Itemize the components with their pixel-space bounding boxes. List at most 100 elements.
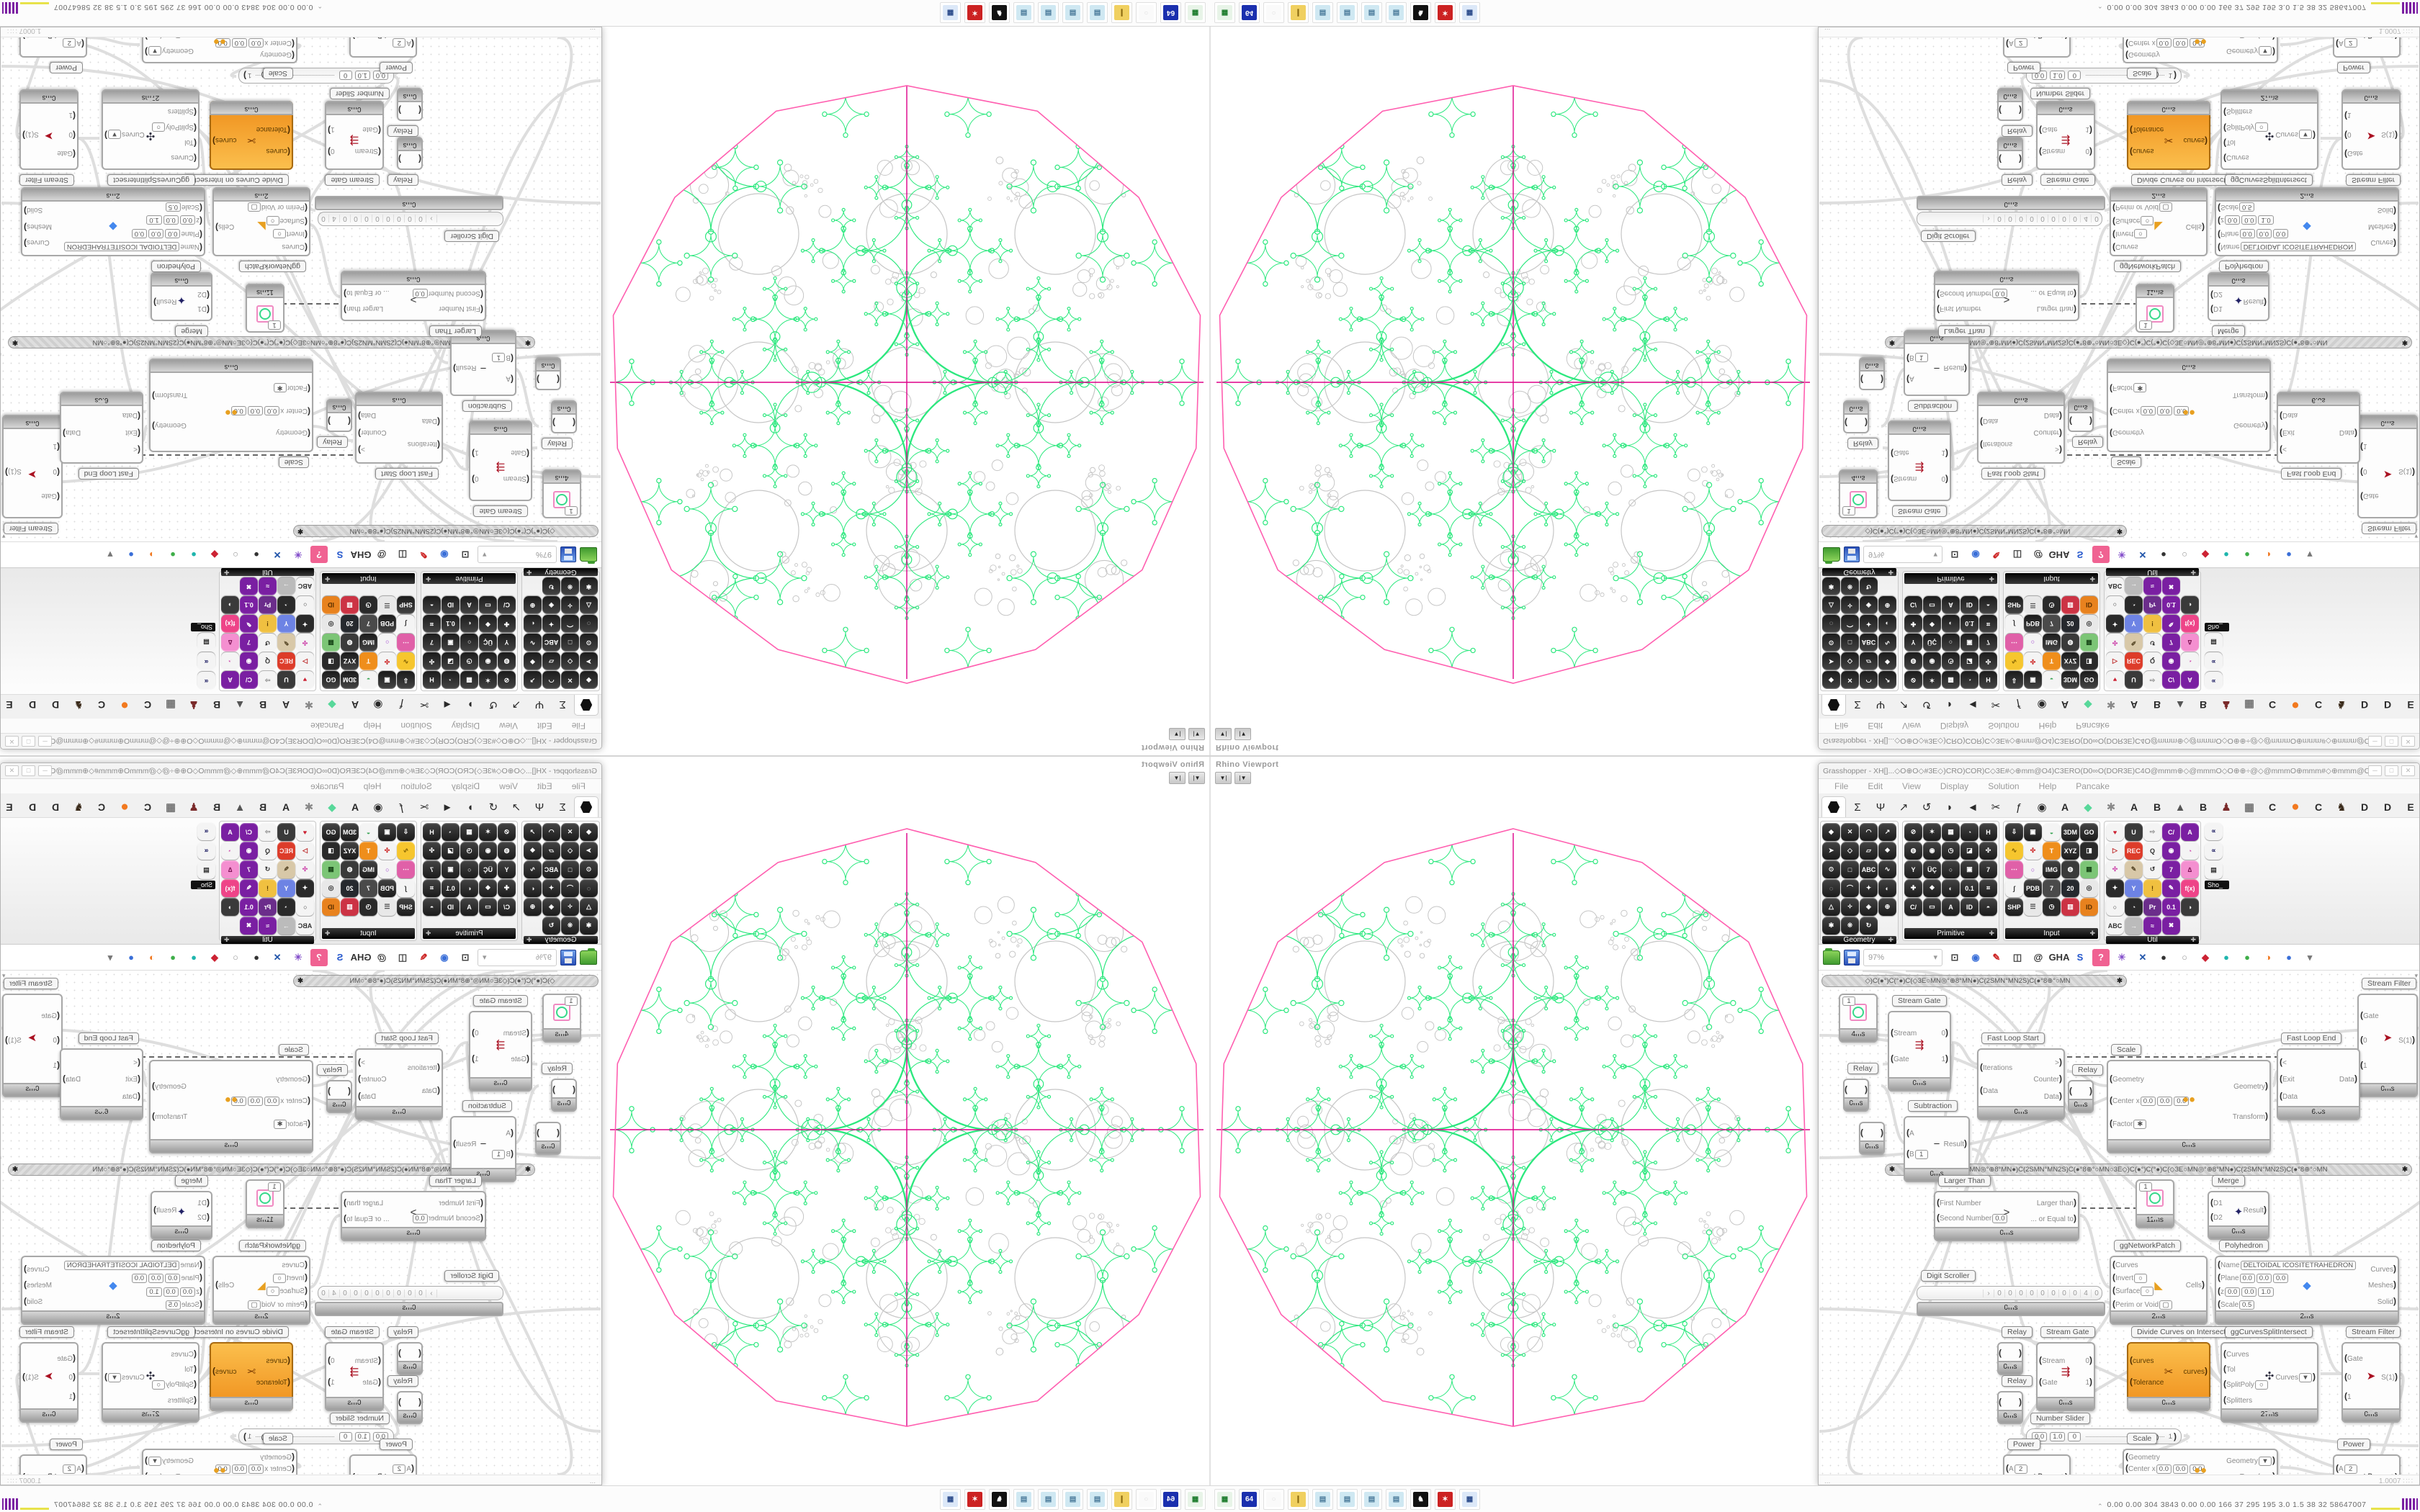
component-icon[interactable]: ◈ <box>542 898 560 916</box>
ribbon-tab-intersect[interactable]: ✂ <box>1991 801 2001 814</box>
gh-node-relay[interactable]: () 0ms <box>1859 357 1885 390</box>
component-icon[interactable]: ✎ <box>240 879 258 897</box>
component-icon[interactable]: ◒ <box>359 671 377 689</box>
toolbar-icon-13[interactable]: ● <box>2223 549 2229 560</box>
toolbar-icon-16[interactable]: ● <box>2286 952 2292 963</box>
component-icon[interactable]: T <box>2043 652 2061 670</box>
menu-file[interactable]: File <box>571 781 586 791</box>
component-icon[interactable]: ◒ <box>2043 671 2061 689</box>
component-icon[interactable]: ◨ <box>322 842 340 860</box>
component-icon[interactable]: SHP <box>2005 898 2023 916</box>
component-icon[interactable]: Q <box>259 652 277 670</box>
toolbar-icon-9[interactable]: ✕ <box>273 549 282 561</box>
node-label[interactable]: Relay <box>317 1064 348 1076</box>
component-icon[interactable]: ◔ <box>221 652 239 670</box>
component-icon[interactable]: ∆ <box>221 634 239 652</box>
component-icon[interactable]: ⌒ <box>561 615 579 633</box>
menu-solution[interactable]: Solution <box>400 721 432 731</box>
toolbar-icon-9[interactable]: ✕ <box>2138 951 2147 963</box>
component-icon[interactable]: ◓ <box>1979 596 1997 614</box>
component-icon[interactable]: ◓ <box>423 596 441 614</box>
component-icon[interactable]: ▦ <box>322 860 340 878</box>
ribbon-tab-C[interactable]: C <box>2268 699 2277 711</box>
component-icon[interactable]: ✎ <box>240 615 258 633</box>
component-icon[interactable]: ❖ <box>524 842 542 860</box>
rhino-viewport[interactable]: Rhino Viewport ▼| |▼ <box>1210 27 1818 755</box>
gh-node-stream-filter[interactable]: (Gate (0 (1 S(1)) ➤ 0ms <box>2341 89 2401 170</box>
ribbon-tab-✱[interactable]: ✱ <box>304 801 314 814</box>
component-icon[interactable]: A <box>1942 596 1960 614</box>
titlebar[interactable]: Grasshopper - XH[]...◇O⊕O◇#3E◇)CRO)COR)C… <box>1819 733 2419 749</box>
taskbar-icon-10[interactable]: ▦ <box>1459 2 1480 23</box>
component-icon[interactable]: ◔ <box>2181 842 2199 860</box>
resize-grip[interactable]: ∷∷ <box>6 27 17 35</box>
component-icon[interactable]: ◔ <box>277 596 295 614</box>
component-icon[interactable]: ID <box>442 596 460 614</box>
component-icon[interactable]: ◷ <box>2043 596 2061 614</box>
component-icon[interactable]: ⇩ <box>2005 823 2023 841</box>
component-icon[interactable]: H <box>423 823 441 841</box>
component-icon[interactable]: T <box>359 652 377 670</box>
component-icon[interactable]: SHP <box>397 898 415 916</box>
component-icon[interactable]: PDB <box>2024 615 2042 633</box>
canvas-scrollbar-hint[interactable]: ▾ <box>2414 972 2418 979</box>
ribbon-tab-transform[interactable]: ƒ <box>2015 801 2022 814</box>
taskbar-icon-2[interactable]: ○ <box>1136 2 1157 23</box>
toolbar-icon-10[interactable]: ● <box>254 952 259 963</box>
node-label[interactable]: Relay <box>2002 1326 2033 1338</box>
ribbon-tab-A[interactable]: A <box>2130 801 2138 813</box>
toolbar-icon-0[interactable]: ⊡ <box>1950 951 1959 963</box>
component-icon[interactable]: 7 <box>2162 860 2180 878</box>
ribbon-tab-▦[interactable]: ▦ <box>2244 698 2255 711</box>
toolbar-icon-2[interactable]: ✎ <box>419 549 428 561</box>
component-icon[interactable]: ✶ <box>1923 671 1941 689</box>
component-icon[interactable]: ∝ <box>2205 842 2223 860</box>
component-icon[interactable]: ◑ <box>221 898 239 916</box>
toolbar-icon-6[interactable]: S <box>336 549 344 560</box>
component-icon[interactable]: ▣ <box>2024 823 2042 841</box>
palette-footer-input[interactable]: Input ✚ <box>2005 573 2098 584</box>
menu-help[interactable]: Help <box>2038 781 2057 791</box>
gh-node-stream-gate[interactable]: (Stream (Gate 0) 1) ⇶ 0ms <box>469 1011 532 1092</box>
component-icon[interactable]: ◔ <box>221 842 239 860</box>
component-icon[interactable]: Y <box>2125 879 2143 897</box>
toolbar-icon-11[interactable]: ○ <box>2182 549 2187 560</box>
component-icon[interactable]: ◍ <box>2061 860 2079 878</box>
component-icon[interactable]: ✱ <box>1822 917 1840 935</box>
toolbar-icon-4[interactable]: @ <box>377 952 387 963</box>
digit-scroller-widget[interactable]: › 0 0 0 0 0 0 0 0 4 0 <box>318 1286 503 1300</box>
gh-node-merge[interactable]: (D1 (D2 Result) ✦ 0ms <box>151 1191 212 1240</box>
component-icon[interactable]: 0.1 <box>1960 615 1978 633</box>
component-icon[interactable]: ID <box>1960 596 1978 614</box>
node-label[interactable]: Fast Loop Start <box>1981 468 2045 480</box>
toolbar-icon-12[interactable]: ◆ <box>211 951 218 963</box>
node-label[interactable]: Stream Gate <box>473 505 528 517</box>
ribbon-tab-✱[interactable]: ✱ <box>304 698 314 711</box>
component-icon[interactable]: ⋯ <box>2005 860 2023 878</box>
gh-node-power[interactable]: (A2(BResult)Aᴮ0ms <box>349 37 417 58</box>
component-icon[interactable]: ◑ <box>2181 596 2199 614</box>
toolbar-icon-7[interactable]: ? <box>310 546 328 564</box>
component-icon[interactable]: ❊ <box>1841 577 1859 595</box>
node-label[interactable]: Power <box>2337 1439 2370 1450</box>
component-icon[interactable]: ♥ <box>2106 823 2124 841</box>
node-label[interactable]: Stream Gate <box>2040 1326 2095 1338</box>
taskbar-icon-4[interactable]: ▤ <box>1312 2 1333 23</box>
toolbar-icon-11[interactable]: ○ <box>233 952 238 963</box>
component-icon[interactable]: ✖ <box>2162 577 2180 595</box>
component-icon[interactable]: Q <box>2143 652 2161 670</box>
toolbar-icon-13[interactable]: ● <box>2223 952 2229 963</box>
component-icon[interactable]: ◠ <box>542 671 560 689</box>
node-label[interactable]: Stream Filter <box>2362 978 2417 989</box>
menu-solution[interactable]: Solution <box>1988 721 2020 731</box>
node-label[interactable]: Larger Than <box>429 1175 482 1187</box>
node-label[interactable]: Relay <box>2072 1064 2103 1076</box>
component-icon[interactable]: △ <box>1822 596 1840 614</box>
node-label[interactable]: Stream Filter <box>3 978 58 989</box>
taskbar-icon-8[interactable]: ♞ <box>989 2 1010 23</box>
taskbar-icon-8[interactable]: ♞ <box>1410 1489 1431 1510</box>
taskbar-icon-0[interactable]: ▦ <box>1185 2 1206 23</box>
ribbon-tab-B[interactable]: B <box>2199 801 2208 813</box>
gh-node-geometry[interactable]: 1 4ms <box>1839 994 1878 1043</box>
